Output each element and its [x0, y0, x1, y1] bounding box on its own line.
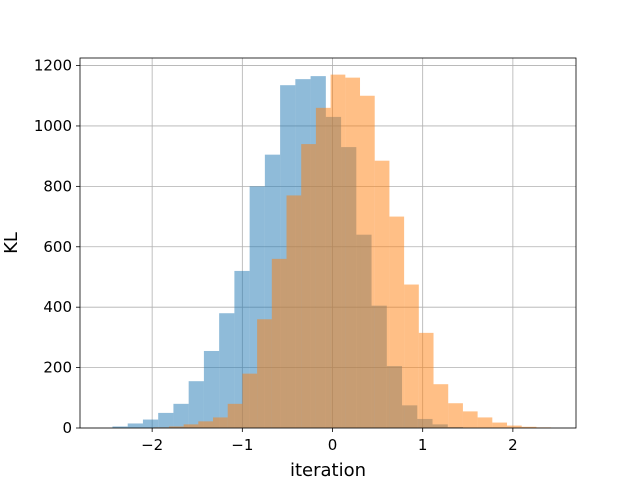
x-tick-label-1: −1: [231, 436, 253, 454]
series-0-bar-0: [112, 426, 128, 428]
y-tick-label-1: 200: [43, 359, 72, 377]
series-1-bars: [154, 74, 552, 429]
x-tick-label-3: 1: [418, 436, 428, 454]
series-1-bar-5: [227, 403, 243, 428]
series-1-bar-24: [507, 425, 522, 428]
series-1-bar-6: [242, 373, 258, 428]
series-1-bar-17: [404, 284, 419, 428]
series-0-bar-7: [219, 313, 235, 428]
series-1-bar-11: [315, 107, 331, 428]
x-tick-label-0: −2: [141, 436, 163, 454]
axis-ticks: −2 −1 0 1 2 0 200 400 600 800 1000 1200: [34, 57, 518, 454]
series-1-bar-14: [360, 95, 375, 429]
y-tick-label-0: 0: [62, 419, 72, 437]
series-1-bar-3: [198, 421, 214, 428]
series-1-bar-19: [433, 384, 449, 428]
x-tick-label-4: 2: [508, 436, 518, 454]
histogram-bars: [112, 74, 552, 429]
plot-frame: [79, 57, 577, 429]
series-1-bar-22: [477, 417, 493, 428]
y-tick-label-3: 600: [43, 238, 72, 256]
series-1-bar-13: [345, 77, 361, 428]
y-tick-label-2: 400: [43, 298, 72, 316]
series-1-bar-23: [492, 422, 508, 428]
series-1-bar-15: [374, 160, 390, 428]
series-1-bar-12: [330, 74, 346, 428]
x-axis-label: iteration: [290, 460, 366, 480]
series-1-bar-2: [183, 424, 199, 428]
series-1-bar-16: [389, 216, 405, 428]
series-1-bar-25: [521, 426, 537, 428]
series-1-bar-18: [418, 332, 434, 428]
y-axis-label: KL: [1, 232, 22, 254]
series-1-bar-1: [168, 426, 184, 428]
series-1-bar-21: [462, 411, 478, 428]
series-0-bar-3: [158, 412, 174, 428]
x-tick-label-2: 0: [328, 436, 338, 454]
series-0-bar-2: [142, 419, 159, 428]
series-1-bar-7: [257, 319, 272, 428]
y-tick-label-5: 1000: [34, 117, 72, 135]
y-tick-label-4: 800: [43, 177, 72, 195]
series-1-bar-8: [271, 258, 287, 428]
series-1-bar-4: [213, 417, 228, 428]
y-tick-label-6: 1200: [34, 57, 72, 75]
series-1-bar-20: [448, 403, 463, 428]
series-1-bar-9: [286, 195, 302, 428]
series-0-bar-1: [127, 423, 143, 428]
series-0-bar-4: [173, 403, 189, 428]
series-1-bar-10: [301, 144, 316, 428]
series-0-bar-6: [203, 350, 220, 428]
series-0-bar-5: [188, 381, 204, 428]
